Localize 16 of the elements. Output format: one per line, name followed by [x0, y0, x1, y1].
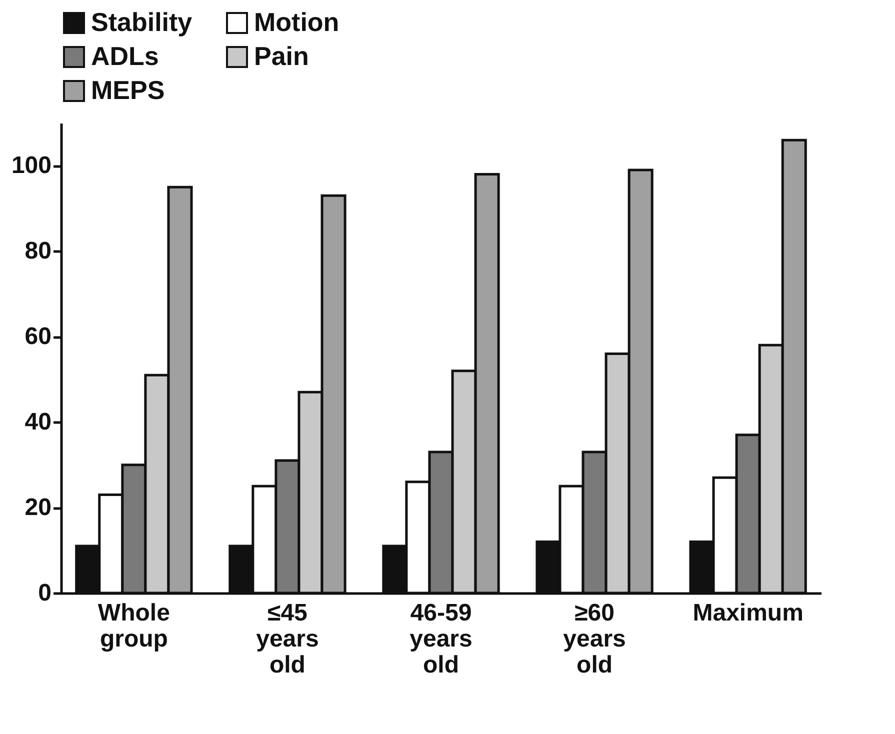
x-tick-label: Maximum — [692, 600, 804, 626]
x-tick-label: Whole group — [98, 600, 170, 652]
x-tick-label: 46-59 years old — [410, 600, 472, 678]
legend-label: Motion — [254, 7, 340, 37]
legend-label: Pain — [254, 41, 309, 71]
y-tick-label: 60 — [24, 323, 52, 350]
legend-label: ADLs — [91, 41, 159, 71]
y-tick-label: 40 — [24, 408, 52, 436]
legend-label: MEPS — [91, 75, 165, 105]
x-tick-label: ≥60 years old — [563, 600, 626, 678]
legend-label: Stability — [91, 7, 193, 37]
y-tick-label: 0 — [38, 580, 52, 606]
y-tick-label: 80 — [24, 238, 52, 265]
y-tick-label: 100 — [11, 152, 52, 180]
x-tick-label: ≤45 years old — [256, 600, 319, 678]
y-tick-label: 20 — [24, 494, 52, 522]
